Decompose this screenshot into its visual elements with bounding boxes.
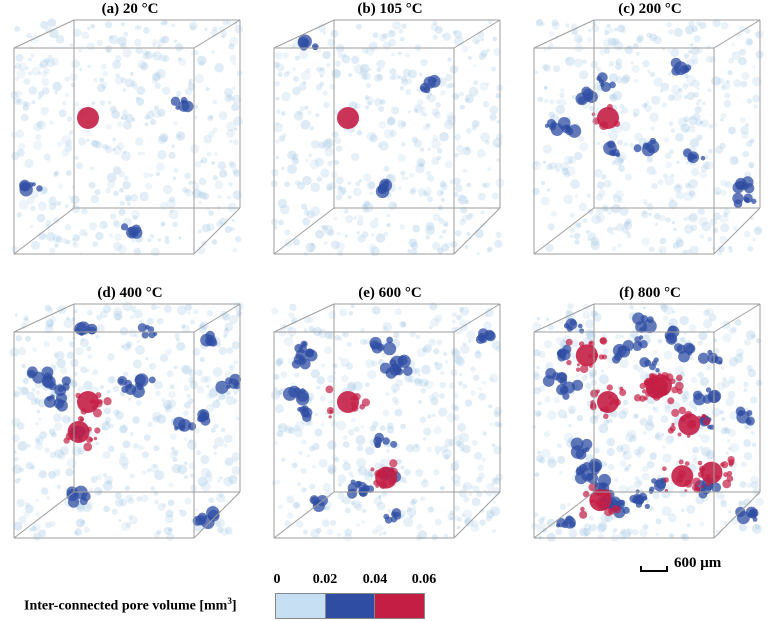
colorbar-segment-low xyxy=(276,594,326,618)
legend-title: Inter-connected pore volume [mm3] xyxy=(24,596,237,615)
panel-a: (a) 20 °C xyxy=(0,0,260,290)
panel-title: (b) 105 °C xyxy=(357,1,423,17)
colorbar-segment-high xyxy=(375,594,425,618)
scale-bar-line xyxy=(640,566,668,572)
panel-f: (f) 800 °C xyxy=(520,284,780,574)
legend-title-end: ] xyxy=(231,598,237,614)
pore-cube-image xyxy=(531,18,765,256)
pore-cube-image xyxy=(531,302,764,542)
pore-cube-image xyxy=(9,302,244,541)
panel-title: (c) 200 °C xyxy=(618,1,682,17)
pore-cube-image xyxy=(270,19,505,257)
panel-d: (d) 400 °C xyxy=(0,284,260,574)
pore-cube-image xyxy=(10,18,243,257)
panel-title: (f) 800 °C xyxy=(619,285,681,301)
colorbar xyxy=(275,593,425,619)
panel-title: (e) 600 °C xyxy=(358,285,422,301)
panel-title: (a) 20 °C xyxy=(101,1,159,17)
colorbar-segment-mid xyxy=(325,594,376,618)
legend-tick: 0.06 xyxy=(411,572,437,587)
scale-bar: 600 μm xyxy=(638,555,778,577)
pore-cube-image xyxy=(271,302,504,542)
panel-c: (c) 200 °C xyxy=(520,0,780,290)
scale-bar-label: 600 μm xyxy=(674,555,722,571)
panel-e: (e) 600 °C xyxy=(260,284,520,574)
legend-tick: 0.04 xyxy=(362,572,388,587)
legend-title-text: Inter-connected pore volume [mm xyxy=(24,598,228,614)
panel-b: (b) 105 °C xyxy=(260,0,520,290)
panel-title: (d) 400 °C xyxy=(97,285,163,301)
legend-tick: 0 xyxy=(273,572,281,587)
legend-title-sup: 3 xyxy=(227,596,232,606)
legend-tick: 0.02 xyxy=(312,572,338,587)
